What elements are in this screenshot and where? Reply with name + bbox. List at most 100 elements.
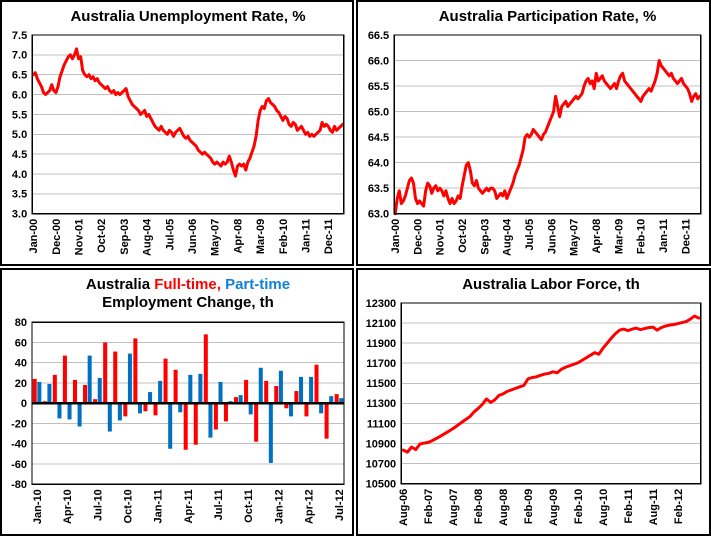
svg-text:Jan-00: Jan-00 xyxy=(28,219,40,254)
svg-text:Oct-10: Oct-10 xyxy=(122,489,134,523)
svg-text:Aug-04: Aug-04 xyxy=(142,218,154,256)
svg-text:Aug-07: Aug-07 xyxy=(448,489,460,526)
svg-text:4.5: 4.5 xyxy=(12,149,27,161)
svg-text:Sep-03: Sep-03 xyxy=(479,219,491,255)
svg-text:11900: 11900 xyxy=(366,338,396,350)
svg-text:Jan-12: Jan-12 xyxy=(273,489,285,524)
svg-text:-60: -60 xyxy=(11,458,27,470)
svg-text:Feb-09: Feb-09 xyxy=(523,489,535,524)
svg-text:11500: 11500 xyxy=(366,378,396,390)
svg-text:May-07: May-07 xyxy=(210,219,222,256)
chart-title-labor-force: Australia Labor Force, th xyxy=(462,276,640,293)
svg-text:11100: 11100 xyxy=(367,419,396,431)
labor-force-chart: 10500 10700 10900 11100 11300 11500 11700 11900… xyxy=(366,298,702,526)
svg-text:Dec-11: Dec-11 xyxy=(323,219,335,254)
svg-text:Jul-05: Jul-05 xyxy=(524,219,536,251)
svg-text:Jul-12: Jul-12 xyxy=(334,489,346,521)
svg-text:Apr-08: Apr-08 xyxy=(591,219,603,254)
panel-participation-rate: Australia Participation Rate, % 63.0 63.5… xyxy=(356,0,711,266)
svg-text:May-07: May-07 xyxy=(569,219,581,256)
svg-text:Jan-11: Jan-11 xyxy=(658,219,670,253)
svg-text:4.0: 4.0 xyxy=(12,169,27,181)
svg-text:Nov-01: Nov-01 xyxy=(73,219,85,256)
svg-text:Dec-00: Dec-00 xyxy=(412,219,424,255)
svg-text:-40: -40 xyxy=(11,438,27,450)
svg-text:Jun-06: Jun-06 xyxy=(546,219,558,254)
svg-text:65.5: 65.5 xyxy=(368,81,389,93)
svg-text:Feb-11: Feb-11 xyxy=(623,489,635,524)
svg-text:Oct-02: Oct-02 xyxy=(457,219,469,253)
svg-text:5.0: 5.0 xyxy=(12,129,27,141)
title-segment: Full-time, xyxy=(154,276,221,293)
svg-text:Mar-09: Mar-09 xyxy=(255,219,267,254)
svg-text:Feb-08: Feb-08 xyxy=(473,489,485,524)
panel-labor-force: Australia Labor Force, th 10500 10700 1090… xyxy=(356,268,711,536)
svg-text:7.0: 7.0 xyxy=(12,50,27,62)
svg-text:0: 0 xyxy=(21,398,27,410)
panel-unemployment-rate: Australia Unemployment Rate, % 3.0 3.5 4.0… xyxy=(0,0,354,266)
svg-text:10900: 10900 xyxy=(366,439,397,451)
svg-text:Oct-02: Oct-02 xyxy=(96,219,108,253)
svg-text:Jul-05: Jul-05 xyxy=(164,219,176,251)
svg-text:Nov-01: Nov-01 xyxy=(435,219,447,256)
svg-text:Jul-10: Jul-10 xyxy=(92,489,104,521)
participation-rate-chart: 63.0 63.5 64.0 64.5 65.0 65.5 66.0 66.5 Jan-00 De… xyxy=(368,30,702,256)
chart-title-line1: Australia Full-time, Part-time xyxy=(24,276,352,294)
svg-text:-20: -20 xyxy=(11,418,27,430)
svg-text:11700: 11700 xyxy=(366,358,396,370)
svg-text:11300: 11300 xyxy=(366,399,396,411)
svg-text:10700: 10700 xyxy=(366,459,397,471)
chart-title-employment-change: Australia Full-time, Part-time Employmen… xyxy=(2,270,352,313)
svg-text:Jul-11: Jul-11 xyxy=(213,489,225,520)
title-segment: Part-time xyxy=(225,276,291,293)
svg-text:3.5: 3.5 xyxy=(12,189,27,201)
svg-text:6.0: 6.0 xyxy=(12,90,27,102)
svg-text:65.0: 65.0 xyxy=(368,107,389,119)
svg-text:Jan-11: Jan-11 xyxy=(153,489,165,523)
svg-text:12100: 12100 xyxy=(366,318,397,330)
svg-text:Feb-10: Feb-10 xyxy=(278,219,290,254)
chart-title-participation: Australia Participation Rate, % xyxy=(438,8,657,25)
svg-text:66.0: 66.0 xyxy=(368,56,389,68)
svg-text:Aug-11: Aug-11 xyxy=(648,489,660,526)
svg-text:Feb-10: Feb-10 xyxy=(573,489,585,524)
svg-text:20: 20 xyxy=(15,377,27,389)
svg-text:Aug-08: Aug-08 xyxy=(498,489,510,526)
svg-text:64.5: 64.5 xyxy=(368,132,389,144)
svg-text:12300: 12300 xyxy=(366,298,397,310)
svg-text:5.5: 5.5 xyxy=(12,110,27,122)
title-segment: Australia xyxy=(85,276,155,293)
svg-text:Feb-12: Feb-12 xyxy=(673,489,685,524)
svg-text:Jun-06: Jun-06 xyxy=(187,219,199,254)
svg-text:Apr-12: Apr-12 xyxy=(304,489,316,524)
svg-text:3.0: 3.0 xyxy=(12,209,27,221)
svg-text:Jan-11: Jan-11 xyxy=(300,219,312,253)
svg-text:Mar-09: Mar-09 xyxy=(613,219,625,254)
svg-text:64.0: 64.0 xyxy=(368,158,389,170)
svg-text:Apr-10: Apr-10 xyxy=(62,489,74,524)
svg-text:-80: -80 xyxy=(11,479,27,491)
svg-text:Feb-07: Feb-07 xyxy=(423,489,435,524)
svg-text:80: 80 xyxy=(15,317,27,329)
svg-text:40: 40 xyxy=(15,357,27,369)
svg-text:Aug-09: Aug-09 xyxy=(548,489,560,526)
svg-text:Feb-10: Feb-10 xyxy=(636,219,648,254)
svg-text:Aug-10: Aug-10 xyxy=(598,489,610,526)
svg-text:7.5: 7.5 xyxy=(12,30,27,42)
svg-text:Jan-10: Jan-10 xyxy=(32,489,44,524)
svg-text:Oct-11: Oct-11 xyxy=(243,489,255,523)
svg-text:Apr-11: Apr-11 xyxy=(183,489,195,523)
svg-text:Sep-03: Sep-03 xyxy=(119,219,131,255)
employment-change-chart: -80 -60 -40 -20 0 20 40 60 80 Jan-10 Apr-10 Jul-10 O… xyxy=(11,317,346,524)
svg-text:Dec-00: Dec-00 xyxy=(51,219,63,255)
svg-text:60: 60 xyxy=(15,337,27,349)
unemployment-rate-chart: 3.0 3.5 4.0 4.5 5.0 5.5 6.0 6.5 7.0 7.5 Jan-00 Dec-… xyxy=(12,30,345,256)
svg-text:63.0: 63.0 xyxy=(368,209,389,221)
svg-text:Aug-06: Aug-06 xyxy=(398,489,410,526)
svg-text:6.5: 6.5 xyxy=(12,70,27,82)
svg-text:Aug-04: Aug-04 xyxy=(502,218,514,256)
chart-title-line2: Employment Change, th xyxy=(102,294,274,312)
panel-employment-change: Australia Full-time, Part-time Employmen… xyxy=(0,268,354,536)
chart-title-unemployment: Australia Unemployment Rate, % xyxy=(70,8,306,25)
